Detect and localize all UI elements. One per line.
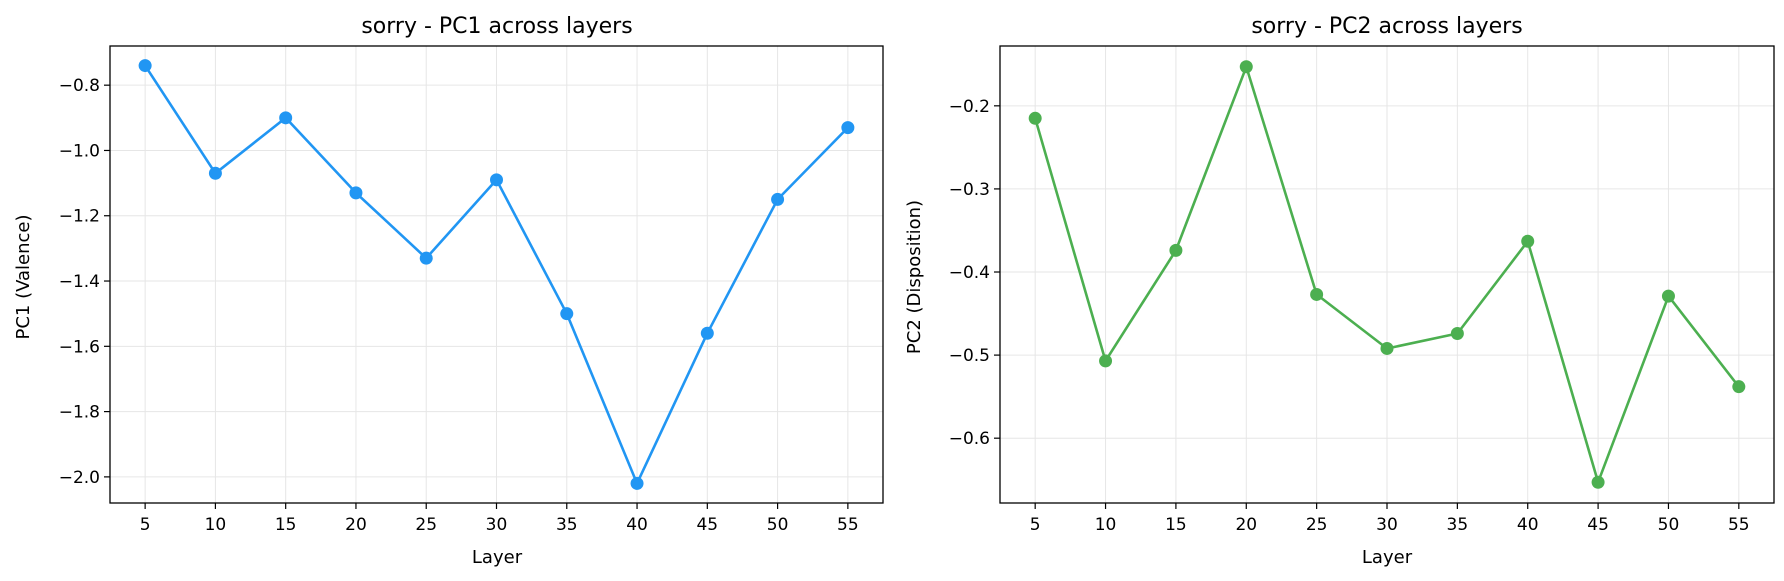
chart-title: sorry - PC2 across layers [1251, 14, 1522, 39]
data-point [419, 251, 433, 265]
y-ticks: −2.0 −1.8 −1.6 −1.4 −1.2 −1.0 −0.8 [59, 76, 110, 488]
x-tick-label: 20 [345, 515, 367, 535]
data-point [1591, 475, 1605, 489]
y-tick-label: −1.0 [59, 141, 100, 161]
data-point [1239, 60, 1253, 74]
x-axis-label: Layer [472, 547, 523, 568]
x-tick-label: 35 [1447, 515, 1469, 535]
chart-pc1: sorry - PC1 across layers 5 10 15 20 25 30 35 4… [13, 14, 884, 568]
markers [138, 59, 855, 490]
x-tick-label: 25 [1306, 515, 1328, 535]
x-tick-label: 55 [837, 515, 859, 535]
y-tick-label: −1.4 [59, 272, 100, 292]
data-point [1028, 111, 1042, 125]
data-point [490, 173, 503, 187]
x-tick-label: 35 [556, 515, 578, 535]
data-point [630, 476, 644, 490]
x-tick-label: 50 [1658, 515, 1680, 535]
data-point [1169, 243, 1183, 257]
x-ticks: 5 10 15 20 25 30 35 40 45 50 55 [1030, 503, 1750, 535]
markers [1028, 60, 1746, 489]
x-tick-label: 10 [1095, 515, 1117, 535]
data-point [700, 326, 714, 340]
x-tick-label: 50 [767, 515, 789, 535]
data-point [560, 307, 574, 321]
y-tick-label: −0.2 [949, 97, 990, 117]
grid [110, 46, 883, 503]
x-tick-label: 5 [140, 515, 151, 535]
y-tick-label: −2.0 [59, 468, 100, 488]
y-tick-label: −0.5 [949, 346, 990, 366]
chart-pc2: sorry - PC2 across layers 5 10 15 20 25 30 35 4… [904, 14, 1775, 568]
y-tick-label: −1.6 [59, 337, 100, 357]
x-tick-label: 30 [486, 515, 508, 535]
x-tick-label: 30 [1376, 515, 1398, 535]
x-tick-label: 45 [1587, 515, 1609, 535]
data-point [279, 111, 293, 125]
x-tick-label: 10 [205, 515, 227, 535]
x-ticks: 5 10 15 20 25 30 35 40 45 50 55 [140, 503, 859, 535]
data-point [1380, 341, 1394, 355]
x-tick-label: 15 [1165, 515, 1187, 535]
x-tick-label: 15 [275, 515, 297, 535]
x-tick-label: 20 [1235, 515, 1257, 535]
y-tick-label: −1.8 [59, 403, 100, 423]
data-point [208, 166, 222, 180]
data-point [841, 121, 855, 135]
grid [1000, 46, 1774, 503]
data-point [1450, 326, 1464, 340]
data-point [1661, 289, 1675, 303]
x-axis-label: Layer [1362, 547, 1413, 568]
data-point [1310, 287, 1324, 301]
y-tick-label: −0.4 [949, 263, 990, 283]
y-tick-label: −0.6 [949, 429, 990, 449]
data-point [1732, 380, 1746, 394]
data-point [1521, 234, 1535, 248]
data-point [771, 192, 785, 206]
y-tick-label: −0.8 [59, 76, 100, 96]
y-tick-label: −0.3 [949, 180, 990, 200]
x-tick-label: 5 [1030, 515, 1041, 535]
y-axis-label: PC1 (Valence) [13, 214, 34, 339]
y-ticks: −0.6 −0.5 −0.4 −0.3 −0.2 [949, 97, 1000, 449]
x-tick-label: 40 [1517, 515, 1539, 535]
data-point [1099, 354, 1113, 368]
chart-title: sorry - PC1 across layers [361, 14, 632, 39]
x-tick-label: 45 [696, 515, 718, 535]
x-tick-label: 55 [1728, 515, 1750, 535]
data-point [349, 186, 363, 200]
y-axis-label: PC2 (Disposition) [904, 200, 925, 354]
x-tick-label: 40 [626, 515, 648, 535]
y-tick-label: −1.2 [59, 207, 100, 227]
x-tick-label: 25 [415, 515, 437, 535]
data-point [138, 59, 152, 73]
